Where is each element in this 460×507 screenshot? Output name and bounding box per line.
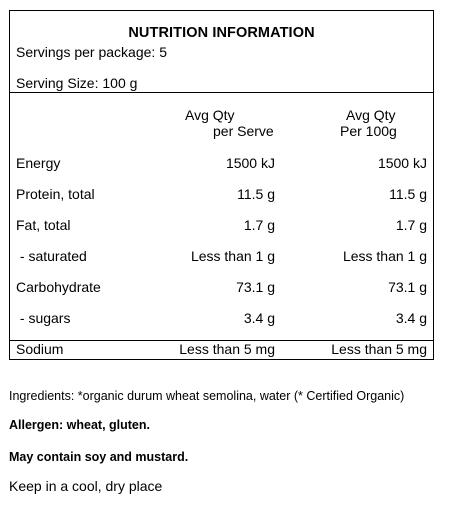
nutrient-per-serve: 11.5 g (237, 186, 275, 202)
nutrient-per-100g: 73.1 g (388, 279, 427, 295)
column-header-per-100g: Avg Qty Per 100g (328, 107, 428, 139)
nutrient-name: Protein, total (16, 186, 95, 202)
nutrient-per-serve: 73.1 g (236, 279, 275, 295)
nutrient-name: Carbohydrate (16, 279, 101, 295)
nutrient-name: Fat, total (16, 217, 71, 233)
header-divider (10, 92, 433, 93)
nutrient-row-protein: Protein, total 11.5 g 11.5 g (10, 186, 433, 204)
sodium-divider (10, 340, 433, 341)
nutrient-name: Sodium (16, 341, 64, 357)
nutrient-per-serve: Less than 5 mg (179, 341, 275, 357)
nutrient-per-serve: Less than 1 g (190, 248, 275, 264)
nutrient-row-saturated: - saturated Less than 1 g Less than 1 g (10, 248, 433, 266)
nutrient-row-fat: Fat, total 1.7 g 1.7 g (10, 217, 433, 235)
nutrient-per-100g: Less than 1 g (342, 248, 427, 264)
nutrient-per-100g: 1500 kJ (377, 155, 427, 171)
nutrient-name: Energy (16, 155, 61, 171)
servings-per-package: Servings per package: 5 (16, 44, 167, 60)
nutrient-per-100g: Less than 5 mg (331, 341, 427, 357)
nutrient-per-100g: 11.5 g (389, 186, 427, 202)
nutrition-panel: NUTRITION INFORMATION Servings per packa… (9, 10, 434, 360)
nutrient-name: - sugars (16, 310, 71, 326)
panel-title: NUTRITION INFORMATION (128, 25, 315, 41)
nutrient-row-energy: Energy 1500 kJ 1500 kJ (10, 155, 433, 173)
column-header-per-serve: Avg Qty per Serve (176, 107, 286, 139)
nutrient-per-serve: 3.4 g (243, 310, 275, 326)
nutrient-per-serve: 1.7 g (243, 217, 275, 233)
column-header-per-serve-line2: per Serve (213, 123, 274, 139)
nutrient-row-sugars: - sugars 3.4 g 3.4 g (10, 310, 433, 328)
column-header-per-100g-line1: Avg Qty (346, 107, 396, 123)
nutrient-per-serve: 1500 kJ (225, 155, 275, 171)
nutrient-row-sodium: Sodium Less than 5 mg Less than 5 mg (10, 341, 433, 359)
ingredients-text: Ingredients: *organic durum wheat semoli… (9, 389, 405, 403)
may-contain-text: May contain soy and mustard. (9, 450, 189, 464)
storage-text: Keep in a cool, dry place (9, 478, 163, 494)
column-header-per-100g-line2: Per 100g (340, 123, 397, 139)
nutrient-name: - saturated (16, 248, 87, 264)
nutrient-per-100g: 1.7 g (395, 217, 427, 233)
serving-size: Serving Size: 100 g (16, 75, 138, 91)
nutrient-row-carbohydrate: Carbohydrate 73.1 g 73.1 g (10, 279, 433, 297)
allergen-text: Allergen: wheat, gluten. (9, 418, 150, 432)
column-header-per-serve-line1: Avg Qty (185, 107, 235, 123)
nutrient-per-100g: 3.4 g (395, 310, 427, 326)
